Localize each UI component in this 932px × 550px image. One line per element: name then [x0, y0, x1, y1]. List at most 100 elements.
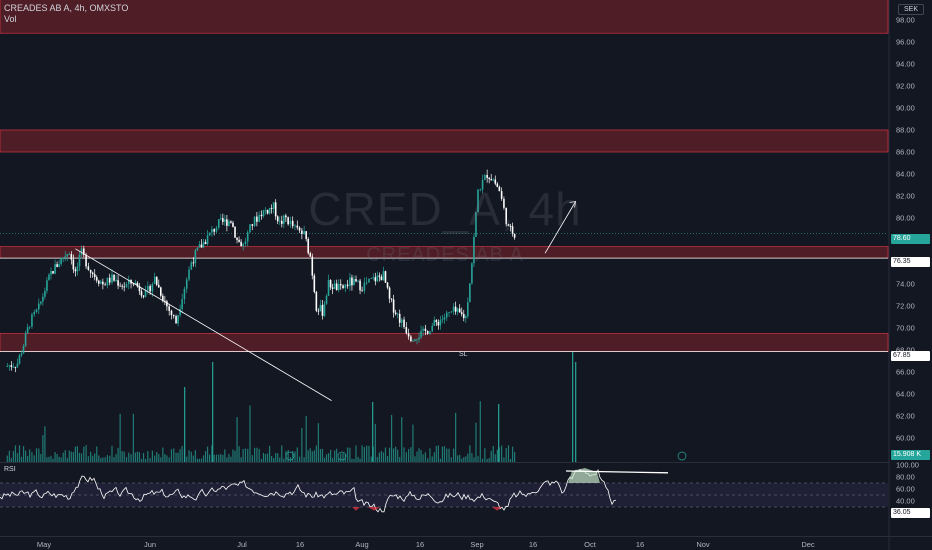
- event-marker-0: [285, 451, 295, 461]
- candle-body-76: [166, 301, 168, 307]
- candle-body-74: [162, 295, 164, 301]
- candle-body-77: [168, 306, 170, 311]
- candle-body-97: [211, 229, 213, 233]
- volume-label: Vol: [4, 14, 17, 24]
- candle-body-47: [104, 284, 106, 286]
- candle-body-228: [488, 177, 490, 179]
- volume-bar-76: [166, 455, 168, 462]
- candle-body-93: [202, 242, 205, 248]
- volume-bar-25: [58, 456, 60, 462]
- candle-body-114: [246, 232, 249, 242]
- volume-bar-138: [298, 456, 301, 462]
- candle-body-20: [48, 274, 50, 281]
- candle-body-8: [22, 345, 25, 354]
- volume-bar-148: [319, 449, 322, 462]
- candle-body-15: [38, 303, 40, 310]
- volume-bar-36: [80, 453, 83, 462]
- candle-body-49: [108, 277, 111, 283]
- zone-3: [0, 333, 889, 352]
- volume-bar-40: [90, 451, 92, 462]
- volume-bar-187: [401, 417, 403, 462]
- volume-bar-221: [473, 457, 475, 462]
- candle-body-63: [138, 286, 141, 292]
- volume-bar-196: [420, 449, 422, 462]
- volume-bar-65: [142, 452, 145, 462]
- candle-body-103: [224, 219, 226, 222]
- volume-bar-211: [453, 448, 455, 462]
- volume-bar-83: [181, 445, 183, 462]
- candle-body-212: [454, 306, 457, 312]
- currency-button[interactable]: SEK: [898, 4, 925, 15]
- symbol-line: CREADES AB A, 4h, OMXSTO: [4, 3, 129, 13]
- candle-body-174: [374, 277, 377, 282]
- volume-bar-123: [266, 453, 269, 462]
- volume-bar-20: [48, 456, 50, 462]
- volume-bar-33: [74, 446, 76, 462]
- price-tick-6: 86.00: [896, 148, 915, 157]
- candle-body-88: [192, 262, 195, 264]
- candle-body-56: [123, 286, 125, 288]
- candle-body-182: [390, 298, 393, 300]
- time-tick-10: Nov: [696, 540, 710, 549]
- volume-bar-105: [228, 453, 230, 462]
- candle-body-24: [56, 264, 58, 267]
- volume-bar-186: [399, 457, 401, 462]
- volume-bar-113: [244, 448, 247, 462]
- volume-bar-202: [433, 452, 435, 462]
- volume-bar-206: [441, 446, 444, 462]
- price-tick-19: 60.00: [896, 434, 915, 443]
- volume-bar-114: [247, 448, 249, 462]
- candle-body-91: [198, 244, 201, 248]
- candle-body-45: [100, 281, 102, 284]
- volume-bar-220: [471, 453, 473, 462]
- price-tick-15: 68.00: [896, 346, 915, 355]
- candle-body-106: [230, 221, 232, 223]
- candle-body-177: [380, 276, 383, 281]
- candle-body-211: [452, 306, 455, 312]
- candle-body-191: [410, 336, 412, 342]
- volume-bar-23: [54, 452, 56, 462]
- volume-bar-182: [390, 414, 393, 462]
- time-tick-1: Jun: [144, 540, 156, 549]
- volume-bar-115: [249, 405, 251, 462]
- volume-bar-97: [211, 445, 213, 462]
- candle-body-200: [429, 331, 431, 334]
- volume-bar-73: [160, 457, 162, 462]
- price-tick-13: 72.00: [896, 302, 915, 311]
- candle-body-136: [294, 225, 296, 227]
- candle-body-238: [509, 225, 512, 227]
- candle-body-193: [414, 339, 416, 342]
- volume-bar-161: [347, 447, 349, 462]
- volume-bar-212: [455, 412, 457, 462]
- volume-bar-183: [393, 448, 395, 462]
- candle-body-209: [448, 312, 450, 313]
- volume-bar-147: [317, 423, 319, 462]
- volume-bar-135: [292, 451, 294, 462]
- volume-bar-77: [168, 457, 170, 462]
- candle-body-79: [172, 315, 175, 317]
- candle-body-180: [386, 282, 389, 288]
- price-candles: [6, 169, 516, 373]
- volume-bar-34: [76, 446, 79, 462]
- candle-body-163: [351, 277, 353, 286]
- volume-bar-89: [194, 450, 196, 462]
- candle-body-66: [144, 290, 147, 297]
- candle-body-26: [60, 258, 62, 265]
- candle-body-115: [249, 224, 251, 233]
- volume-bar-94: [204, 451, 207, 462]
- candle-body-80: [175, 316, 177, 324]
- candle-body-146: [315, 292, 318, 311]
- volume-bar-16: [40, 453, 42, 462]
- volume-bar-80: [175, 452, 177, 462]
- candle-body-54: [119, 285, 121, 287]
- price-tick-18: 62.00: [896, 412, 915, 421]
- volume-bar-165: [355, 445, 357, 462]
- price-tick-14: 70.00: [896, 324, 915, 333]
- candle-body-172: [370, 278, 373, 279]
- candle-body-168: [361, 290, 363, 292]
- volume-bar-91: [198, 458, 201, 462]
- candle-body-9: [24, 333, 27, 346]
- candle-body-218: [467, 302, 469, 317]
- volume-bar-71: [156, 452, 158, 462]
